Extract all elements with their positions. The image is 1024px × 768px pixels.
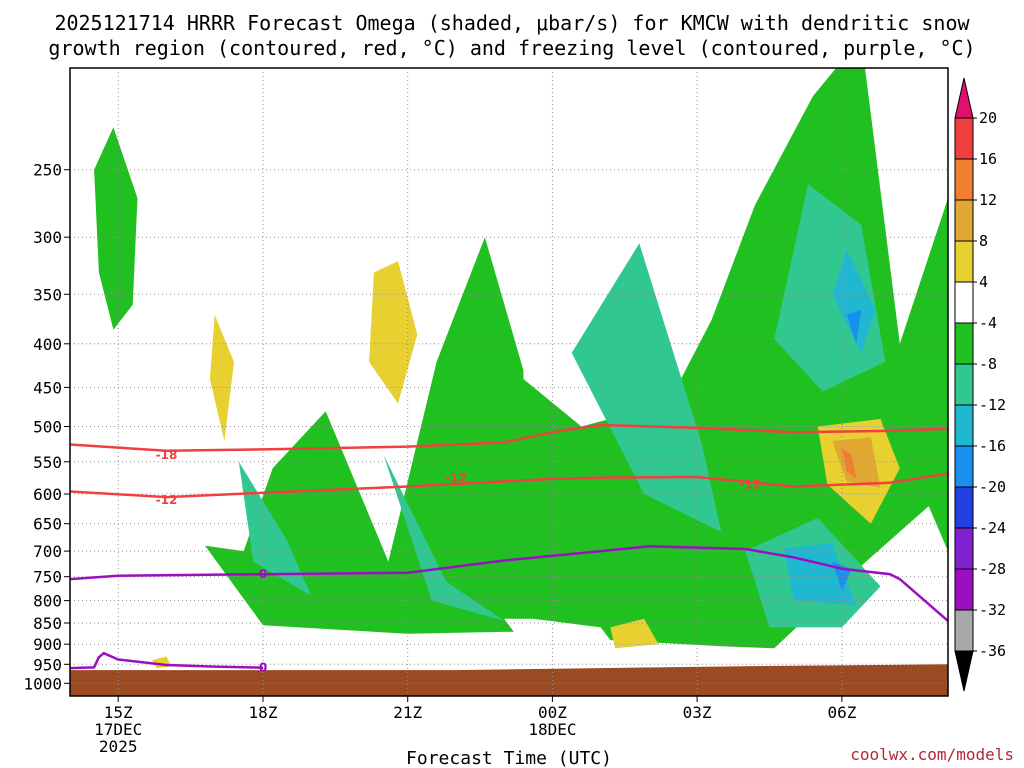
omega-region-neg20-10 bbox=[846, 309, 862, 344]
colorbar-label-3: 8 bbox=[979, 232, 988, 250]
y-tick-label-850: 850 bbox=[33, 614, 62, 633]
colorbar-swatch-8 bbox=[954, 445, 974, 488]
y-tick-label-750: 750 bbox=[33, 568, 62, 587]
omega-region-neg12-3 bbox=[383, 455, 505, 621]
colorbar-label-4: 4 bbox=[979, 273, 988, 291]
colorbar-swatch-5 bbox=[954, 322, 974, 365]
colorbar-swatch-10 bbox=[954, 527, 974, 570]
colorbar-label-0: 20 bbox=[979, 109, 997, 127]
colorbar-swatch-1 bbox=[954, 158, 974, 201]
y-tick-label-350: 350 bbox=[33, 285, 62, 304]
colorbar-swatch-0 bbox=[954, 117, 974, 160]
colorbar-bottom-arrow bbox=[954, 650, 974, 692]
contour-label-2: -12 bbox=[445, 471, 467, 485]
y-tick-label-900: 900 bbox=[33, 635, 62, 654]
x-tick-label-3-0: 00Z bbox=[538, 703, 567, 722]
colorbar-swatch-11 bbox=[954, 568, 974, 611]
colorbar-label-9: -20 bbox=[979, 478, 1006, 496]
y-tick-label-500: 500 bbox=[33, 418, 62, 437]
contour-label-3: -12 bbox=[739, 478, 761, 492]
colorbar-swatch-12 bbox=[954, 609, 974, 652]
x-tick-label-4-0: 03Z bbox=[683, 703, 712, 722]
omega-region-neg16-8 bbox=[832, 249, 876, 353]
omega-shading bbox=[70, 68, 948, 696]
y-tick-label-300: 300 bbox=[33, 228, 62, 247]
omega-region-16-17 bbox=[841, 448, 857, 479]
omega-region-4-13 bbox=[610, 618, 659, 649]
x-tick-label-5-0: 06Z bbox=[827, 703, 856, 722]
y-tick-label-700: 700 bbox=[33, 542, 62, 561]
y-tick-label-250: 250 bbox=[33, 161, 62, 180]
ground-terrain bbox=[70, 664, 948, 696]
y-tick-label-550: 550 bbox=[33, 453, 62, 472]
credit-link[interactable]: coolwx.com/models bbox=[850, 745, 1014, 764]
y-tick-label-1000: 1000 bbox=[23, 674, 62, 693]
contour-label-0: -18 bbox=[156, 448, 178, 462]
omega-region-neg8-0 bbox=[94, 127, 138, 330]
y-tick-label-450: 450 bbox=[33, 378, 62, 397]
y-tick-label-650: 650 bbox=[33, 515, 62, 534]
omega-region-4-11 bbox=[369, 261, 418, 404]
colorbar-label-7: -12 bbox=[979, 396, 1006, 414]
chart-title-line-2: growth region (contoured, red, °C) and f… bbox=[48, 36, 975, 60]
y-tick-label-400: 400 bbox=[33, 335, 62, 354]
contour-dgz_minus12 bbox=[69, 472, 949, 499]
x-tick-label-0-0: 15Z bbox=[104, 703, 133, 722]
contour-label-4: 0 bbox=[259, 567, 267, 581]
y-tick-label-600: 600 bbox=[33, 485, 62, 504]
colorbar-legend: 20 16 12 8 4 -4 -8 -12 -16 -20 -24 -28 -32 -36 bbox=[954, 77, 1006, 692]
grid-lines bbox=[70, 68, 948, 696]
colorbar-label-6: -8 bbox=[979, 355, 997, 373]
colorbar-swatch-6 bbox=[954, 363, 974, 406]
colorbar-label-2: 12 bbox=[979, 191, 997, 209]
colorbar-swatch-2 bbox=[954, 199, 974, 242]
colorbar-top-arrow bbox=[954, 77, 974, 119]
colorbar-label-13: -36 bbox=[979, 642, 1006, 660]
y-tick-label-800: 800 bbox=[33, 592, 62, 611]
colorbar-label-8: -16 bbox=[979, 437, 1006, 455]
contour-label-5: 0 bbox=[259, 660, 267, 674]
omega-region-neg12-2 bbox=[238, 461, 312, 596]
y-axis: 250 300 350 400 450 500 550 600 650 700 750 800 850 9… bbox=[23, 161, 70, 693]
colorbar-swatch-9 bbox=[954, 486, 974, 529]
colorbar-swatch-3 bbox=[954, 240, 974, 283]
colorbar-swatch-4 bbox=[954, 281, 974, 324]
temperature-contours: -18 -12 -12 -12 0 0 bbox=[69, 423, 949, 674]
colorbar-label-5: -4 bbox=[979, 314, 997, 332]
x-tick-label-0-1: 17DEC bbox=[94, 720, 142, 739]
y-tick-label-950: 950 bbox=[33, 655, 62, 674]
x-tick-label-1-0: 18Z bbox=[249, 703, 278, 722]
omega-region-4-12 bbox=[209, 314, 234, 441]
contour-label-1: -12 bbox=[156, 493, 178, 507]
colorbar-label-1: 16 bbox=[979, 150, 997, 168]
colorbar-label-11: -28 bbox=[979, 560, 1006, 578]
x-tick-label-2-0: 21Z bbox=[393, 703, 422, 722]
contour-freezing_level_0C_surface bbox=[69, 651, 264, 670]
colorbar-swatch-7 bbox=[954, 404, 974, 447]
x-tick-label-3-1: 18DEC bbox=[528, 720, 576, 739]
contour-freezing_level_0C bbox=[69, 545, 949, 622]
omega-region-4-14 bbox=[152, 656, 172, 669]
x-axis-title: Forecast Time (UTC) bbox=[406, 748, 612, 768]
plot-area bbox=[70, 68, 948, 696]
colorbar-label-10: -24 bbox=[979, 519, 1006, 537]
plot-frame bbox=[69, 67, 949, 697]
chart-title-line-1: 2025121714 HRRR Forecast Omega (shaded, … bbox=[54, 11, 970, 35]
omega-region-neg8-1 bbox=[205, 68, 948, 649]
contour-dgz_minus18 bbox=[69, 423, 949, 453]
x-tick-label-0-2: 2025 bbox=[99, 737, 138, 756]
colorbar-label-12: -32 bbox=[979, 601, 1006, 619]
